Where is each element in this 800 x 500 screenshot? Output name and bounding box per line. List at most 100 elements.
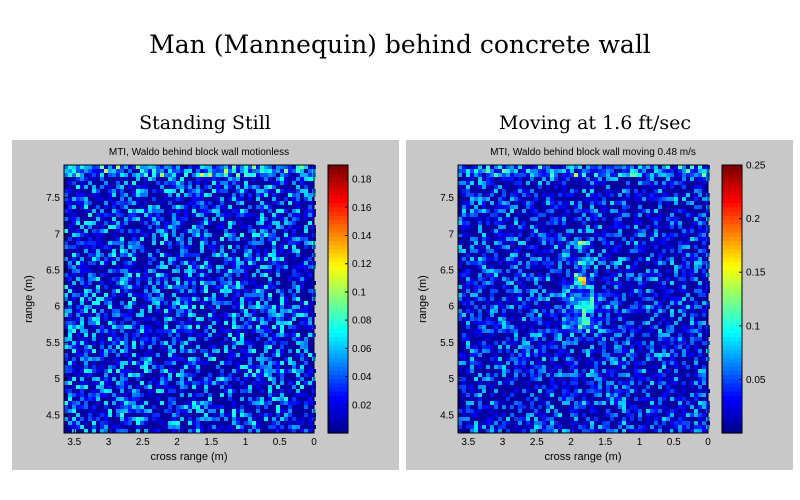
heatmap-cell xyxy=(458,245,462,249)
heatmap-cell xyxy=(252,185,256,189)
heatmap-cell xyxy=(470,257,474,261)
heatmap-cell xyxy=(184,297,188,301)
heatmap-cell xyxy=(112,337,116,341)
heatmap-cell xyxy=(594,233,598,237)
heatmap-cell xyxy=(650,297,654,301)
heatmap-cell xyxy=(300,233,304,237)
heatmap-cell xyxy=(64,313,68,317)
heatmap-cell xyxy=(248,373,252,377)
colorbar-segment xyxy=(328,340,348,346)
heatmap-cell xyxy=(666,177,670,181)
heatmap-cell xyxy=(550,177,554,181)
heatmap-cell xyxy=(526,301,530,305)
heatmap-cell xyxy=(514,261,518,265)
heatmap-cell xyxy=(96,257,100,261)
heatmap-cell xyxy=(558,237,562,241)
heatmap-cell xyxy=(156,165,160,169)
heatmap-cell xyxy=(546,417,550,421)
heatmap-cell xyxy=(152,405,156,409)
heatmap-cell xyxy=(272,285,276,289)
heatmap-cell xyxy=(678,333,682,337)
heatmap-cell xyxy=(534,169,538,173)
heatmap-cell xyxy=(666,257,670,261)
heatmap-cell xyxy=(264,249,268,253)
heatmap-cell xyxy=(650,397,654,401)
heatmap-cell xyxy=(490,401,494,405)
heatmap-cell xyxy=(554,289,558,293)
colorbar-segment xyxy=(328,252,348,258)
heatmap-cell xyxy=(240,325,244,329)
heatmap-cell xyxy=(666,333,670,337)
heatmap-cell xyxy=(128,417,132,421)
heatmap-cell xyxy=(248,213,252,217)
heatmap-cell xyxy=(296,393,300,397)
heatmap-cell xyxy=(72,253,76,257)
heatmap-cell xyxy=(252,297,256,301)
heatmap-cell xyxy=(68,217,72,221)
heatmap-cell xyxy=(490,193,494,197)
heatmap-cell xyxy=(116,229,120,233)
heatmap-cell xyxy=(662,361,666,365)
heatmap-cell xyxy=(192,365,196,369)
heatmap-cell xyxy=(216,349,220,353)
heatmap-cell xyxy=(658,189,662,193)
heatmap-cell xyxy=(156,249,160,253)
heatmap-cell xyxy=(634,409,638,413)
heatmap-cell xyxy=(590,289,594,293)
heatmap-cell xyxy=(682,305,686,309)
heatmap-cell xyxy=(292,269,296,273)
heatmap-cell xyxy=(510,261,514,265)
heatmap-cell xyxy=(304,405,308,409)
heatmap-cell xyxy=(550,249,554,253)
heatmap-cell xyxy=(176,301,180,305)
heatmap-cell xyxy=(292,305,296,309)
heatmap-cell xyxy=(658,357,662,361)
heatmap-cell xyxy=(558,217,562,221)
heatmap-cell xyxy=(486,273,490,277)
heatmap-cell xyxy=(180,381,184,385)
heatmap-cell xyxy=(670,409,674,413)
heatmap-cell xyxy=(256,337,260,341)
heatmap-cell xyxy=(486,417,490,421)
heatmap-cell xyxy=(538,341,542,345)
heatmap-cell xyxy=(216,297,220,301)
heatmap-cell xyxy=(100,169,104,173)
heatmap-cell xyxy=(686,169,690,173)
heatmap-cell xyxy=(530,253,534,257)
heatmap-cell xyxy=(586,245,590,249)
heatmap-cell xyxy=(120,365,124,369)
heatmap-cell xyxy=(256,253,260,257)
heatmap-cell xyxy=(104,349,108,353)
heatmap-cell xyxy=(124,253,128,257)
heatmap-cell xyxy=(88,345,92,349)
heatmap-cell xyxy=(280,345,284,349)
heatmap-cell xyxy=(200,429,204,433)
heatmap-cell xyxy=(666,169,670,173)
heatmap-cell xyxy=(558,269,562,273)
heatmap-cell xyxy=(256,421,260,425)
heatmap-cell xyxy=(160,301,164,305)
heatmap-cell xyxy=(650,289,654,293)
colorbar-segment xyxy=(328,374,348,380)
heatmap-cell xyxy=(104,213,108,217)
heatmap-cell xyxy=(72,273,76,277)
x-tick-label: 1.5 xyxy=(204,437,218,448)
heatmap-cell xyxy=(470,181,474,185)
heatmap-cell xyxy=(124,217,128,221)
heatmap-cell xyxy=(76,421,80,425)
heatmap-cell xyxy=(486,193,490,197)
heatmap-cell xyxy=(120,169,124,173)
heatmap-cell xyxy=(594,297,598,301)
heatmap-cell xyxy=(264,225,268,229)
heatmap-cell xyxy=(304,341,308,345)
heatmap-cell xyxy=(80,257,84,261)
heatmap-cell xyxy=(562,201,566,205)
heatmap-cell xyxy=(694,173,698,177)
heatmap-cell xyxy=(112,257,116,261)
heatmap-cell xyxy=(140,337,144,341)
heatmap-cell xyxy=(240,357,244,361)
heatmap-cell xyxy=(128,373,132,377)
heatmap-cell xyxy=(458,369,462,373)
heatmap-cell xyxy=(88,297,92,301)
heatmap-cell xyxy=(184,325,188,329)
